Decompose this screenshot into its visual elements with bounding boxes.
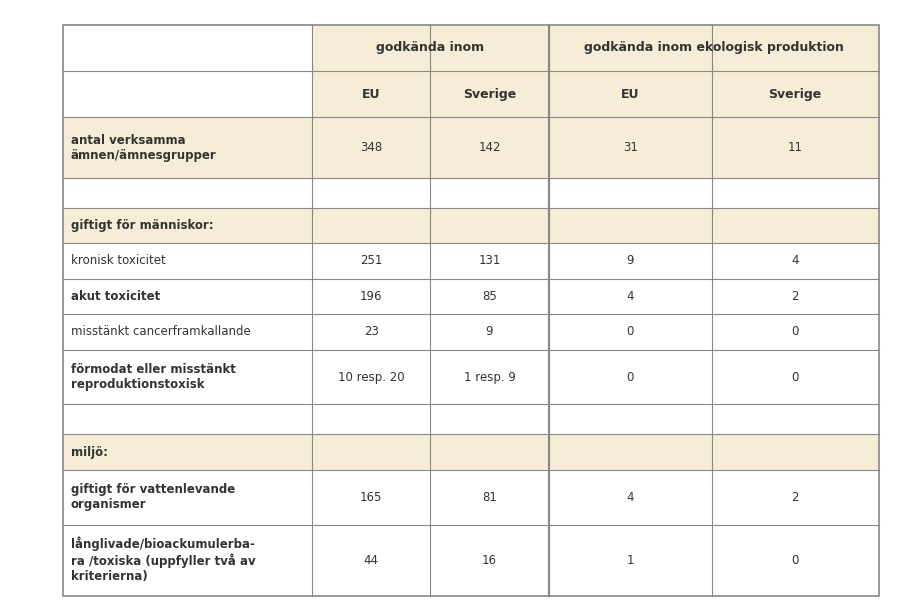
Bar (63, 434, 312, 470)
Text: 9: 9 (486, 325, 493, 338)
Bar (312, 117, 548, 177)
Bar (548, 208, 879, 243)
Bar (312, 434, 548, 470)
Bar (548, 25, 879, 71)
Text: 196: 196 (360, 290, 382, 303)
Text: EU: EU (362, 88, 381, 101)
Text: 1 resp. 9: 1 resp. 9 (464, 370, 516, 384)
Text: 131: 131 (478, 254, 501, 267)
Text: 348: 348 (360, 141, 382, 154)
Text: EU: EU (621, 88, 640, 101)
Bar (63, 25, 879, 596)
Text: 0: 0 (626, 370, 634, 384)
Bar (63, 208, 312, 243)
Text: förmodat eller misstänkt
reproduktionstoxisk: förmodat eller misstänkt reproduktionsto… (71, 363, 236, 391)
Bar (312, 71, 548, 117)
Text: 0: 0 (792, 325, 799, 338)
Text: 0: 0 (792, 370, 799, 384)
Text: 251: 251 (360, 254, 382, 267)
Text: 31: 31 (622, 141, 638, 154)
Text: 16: 16 (482, 554, 497, 567)
Text: 142: 142 (478, 141, 501, 154)
Text: 0: 0 (792, 554, 799, 567)
Bar (548, 117, 879, 177)
Text: 81: 81 (482, 491, 496, 503)
Text: 9: 9 (626, 254, 634, 267)
Bar (548, 434, 879, 470)
Text: 4: 4 (626, 290, 634, 303)
Text: 2: 2 (792, 290, 799, 303)
Text: godkända inom ekologisk produktion: godkända inom ekologisk produktion (583, 41, 843, 54)
Text: långlivade/bioackumulerba-
ra /toxiska (uppfyller två av
kriterierna): långlivade/bioackumulerba- ra /toxiska (… (71, 537, 255, 583)
Bar (548, 71, 879, 117)
Text: 165: 165 (360, 491, 382, 503)
Text: akut toxicitet: akut toxicitet (71, 290, 160, 303)
Text: godkända inom: godkända inom (376, 41, 485, 54)
Text: Sverige: Sverige (463, 88, 516, 101)
Text: 0: 0 (626, 325, 634, 338)
Text: 4: 4 (626, 491, 634, 503)
Text: 1: 1 (626, 554, 634, 567)
Text: 44: 44 (363, 554, 379, 567)
Text: 10 resp. 20: 10 resp. 20 (338, 370, 405, 384)
Text: misstänkt cancerframkallande: misstänkt cancerframkallande (71, 325, 250, 338)
Bar (312, 25, 548, 71)
Text: Sverige: Sverige (768, 88, 822, 101)
Text: 11: 11 (787, 141, 803, 154)
Text: 23: 23 (364, 325, 379, 338)
Text: 4: 4 (792, 254, 799, 267)
Bar (63, 117, 312, 177)
Text: kronisk toxicitet: kronisk toxicitet (71, 254, 166, 267)
Text: miljö:: miljö: (71, 446, 108, 459)
Text: 85: 85 (482, 290, 496, 303)
Bar (312, 208, 548, 243)
Text: giftigt för vattenlevande
organismer: giftigt för vattenlevande organismer (71, 483, 235, 511)
Text: antal verksamma
ämnen/ämnesgrupper: antal verksamma ämnen/ämnesgrupper (71, 133, 217, 161)
Text: 2: 2 (792, 491, 799, 503)
Text: giftigt för människor:: giftigt för människor: (71, 219, 213, 232)
